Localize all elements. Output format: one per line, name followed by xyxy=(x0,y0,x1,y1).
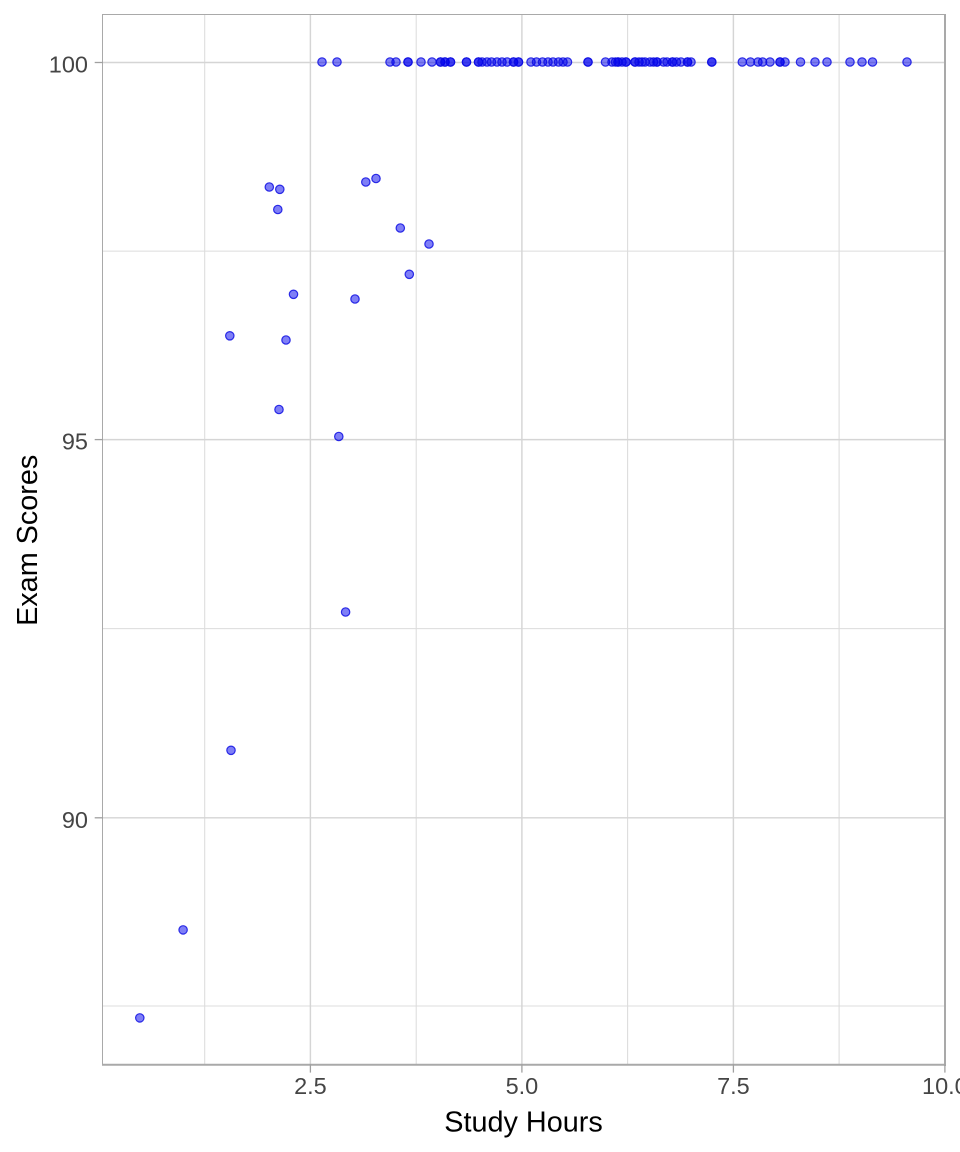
svg-text:7.5: 7.5 xyxy=(717,1073,750,1099)
svg-text:10.0: 10.0 xyxy=(922,1073,960,1099)
svg-text:Exam Scores: Exam Scores xyxy=(12,455,44,626)
svg-text:Study Hours: Study Hours xyxy=(444,1106,602,1138)
svg-text:5.0: 5.0 xyxy=(506,1073,539,1099)
svg-text:90: 90 xyxy=(62,807,88,833)
svg-text:100: 100 xyxy=(49,52,88,78)
svg-text:2.5: 2.5 xyxy=(294,1073,327,1099)
svg-text:95: 95 xyxy=(62,429,88,455)
